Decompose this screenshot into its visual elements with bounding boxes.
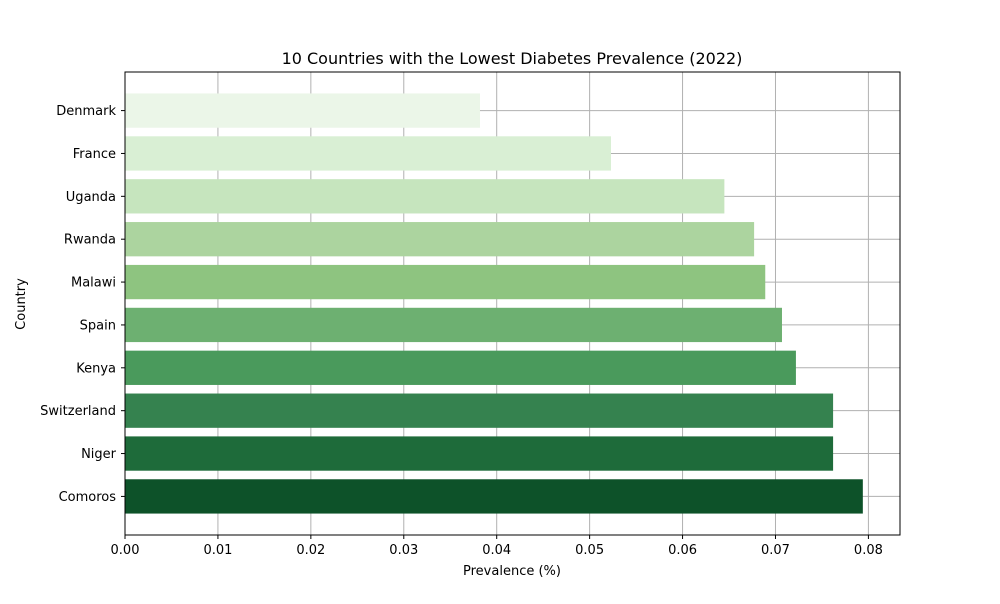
y-tick-label: Comoros [59,490,117,505]
x-tick-label: 0.00 [111,543,140,558]
x-tick-label: 0.03 [389,543,418,558]
x-tick-label: 0.04 [482,543,511,558]
x-tick-label: 0.07 [761,543,790,558]
bar-spain [125,307,782,343]
bar-kenya [125,350,796,385]
bar-niger [125,436,834,471]
y-tick-label: Rwanda [64,233,116,248]
y-axis-label: Country [14,278,29,330]
y-tick-label: Switzerland [40,404,116,419]
y-tick-label: Denmark [56,104,116,119]
bar-rwanda [125,222,755,257]
bar-comoros [125,479,863,514]
y-tick-label: Uganda [66,190,116,205]
x-tick-label: 0.01 [203,543,232,558]
x-axis: 0.00 0.01 0.02 0.03 0.04 0.05 0.06 0.07 0.08 [111,535,883,558]
bars [125,93,863,514]
y-tick-label: France [73,147,116,162]
bar-switzerland [125,393,834,428]
y-tick-label: Niger [81,447,117,462]
y-tick-label: Spain [80,318,116,333]
x-tick-label: 0.06 [668,543,697,558]
x-tick-label: 0.08 [854,543,883,558]
x-tick-label: 0.02 [296,543,325,558]
bar-denmark [125,93,480,128]
x-axis-label: Prevalence (%) [463,564,561,579]
x-tick-label: 0.05 [575,543,604,558]
bar-malawi [125,264,766,300]
y-tick-label: Malawi [71,276,116,291]
y-axis: Denmark France Uganda Rwanda Malawi Spain Keny… [40,104,125,505]
bar-france [125,136,612,171]
bar-uganda [125,179,725,214]
plot-frame [124,71,901,536]
chart-title: 10 Countries with the Lowest Diabetes Pr… [282,49,743,68]
y-tick-label: Kenya [76,361,116,376]
